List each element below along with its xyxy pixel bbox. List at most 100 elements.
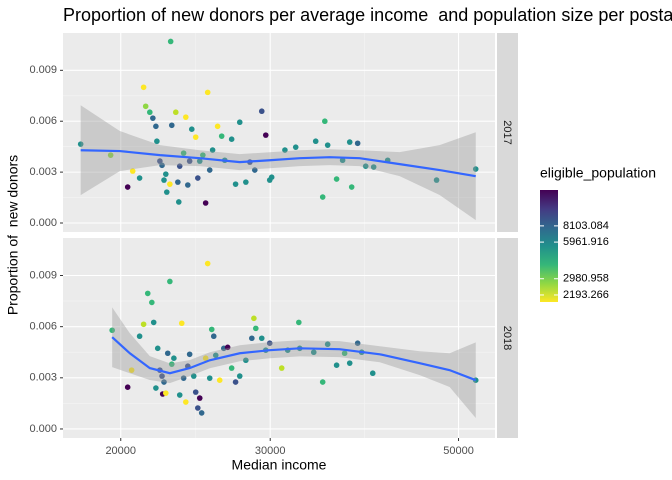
point: [167, 181, 173, 187]
point: [178, 320, 185, 327]
point: [175, 179, 181, 185]
y-tick-label: 0.009: [29, 64, 57, 76]
y-tick-label: 0.003: [29, 166, 57, 178]
point: [258, 335, 265, 342]
point: [196, 395, 203, 401]
point: [322, 118, 328, 125]
point: [168, 361, 175, 367]
facet-strip: [497, 33, 518, 232]
point: [136, 175, 143, 181]
point: [232, 379, 239, 385]
point: [192, 389, 199, 395]
point: [204, 89, 211, 96]
point: [188, 126, 195, 132]
point: [192, 134, 199, 140]
point: [196, 158, 203, 164]
point: [341, 350, 348, 357]
point: [319, 379, 326, 385]
point: [129, 168, 136, 174]
point: [183, 399, 189, 405]
point: [190, 373, 197, 379]
point: [214, 123, 221, 130]
point: [176, 163, 183, 169]
point: [109, 327, 115, 334]
point: [232, 181, 239, 187]
point: [348, 184, 355, 190]
point: [204, 260, 211, 267]
point: [228, 365, 235, 371]
point: [186, 158, 193, 164]
point: [142, 103, 149, 110]
point: [154, 138, 160, 145]
facet-strip-label: 2017: [501, 120, 513, 144]
point: [150, 319, 157, 326]
point: [218, 133, 225, 139]
point: [251, 315, 257, 322]
point: [209, 147, 216, 153]
point: [124, 384, 131, 390]
point: [312, 138, 319, 145]
point: [324, 142, 331, 148]
smooth-line: [111, 336, 477, 382]
point: [149, 299, 155, 306]
x-axis-label: Median income: [232, 457, 327, 473]
point: [262, 132, 269, 138]
point: [268, 174, 275, 181]
point: [183, 114, 189, 120]
point: [157, 158, 163, 164]
point: [258, 108, 265, 115]
legend-tick-label: 8103.084: [563, 220, 609, 232]
y-tick-label: 0.006: [29, 321, 57, 333]
facet-strip-label: 2018: [501, 326, 513, 350]
point: [164, 350, 171, 357]
point: [236, 119, 243, 126]
point: [128, 367, 135, 373]
point: [278, 365, 285, 371]
point: [319, 194, 326, 200]
point: [339, 157, 346, 164]
smooth-line: [80, 149, 476, 178]
point: [172, 109, 179, 116]
point: [161, 379, 167, 385]
point: [354, 140, 361, 147]
y-axis-label: Proportion of new donors: [5, 155, 21, 315]
point: [171, 355, 177, 362]
point: [186, 351, 193, 358]
point: [200, 152, 206, 158]
point: [180, 375, 187, 381]
point: [216, 377, 223, 383]
point: [224, 344, 231, 351]
point: [195, 405, 201, 411]
point: [140, 84, 147, 91]
x-tick-label: 30000: [255, 445, 286, 457]
legend-tick-label: 2193.266: [563, 289, 609, 301]
point: [206, 167, 213, 173]
point: [282, 147, 288, 153]
point: [176, 392, 183, 398]
point: [198, 410, 205, 416]
facet-strip: [497, 238, 518, 438]
point: [167, 38, 174, 45]
panel-background: [63, 238, 495, 438]
point: [212, 352, 219, 359]
point: [210, 333, 217, 340]
point: [296, 319, 302, 326]
point: [206, 375, 213, 381]
point: [159, 373, 165, 379]
point: [167, 278, 173, 285]
point: [310, 349, 317, 356]
point: [195, 175, 201, 181]
y-tick-label: 0.006: [29, 115, 57, 127]
confidence-band: [80, 105, 476, 221]
chart-title: Proportion of new donors per average inc…: [63, 5, 672, 25]
point: [333, 176, 340, 182]
point: [168, 122, 175, 129]
point: [251, 167, 258, 173]
point: [136, 333, 143, 340]
point: [175, 199, 182, 205]
point: [243, 179, 249, 185]
point: [153, 385, 159, 391]
confidence-band: [112, 307, 476, 419]
point: [236, 373, 243, 379]
point: [208, 326, 215, 333]
